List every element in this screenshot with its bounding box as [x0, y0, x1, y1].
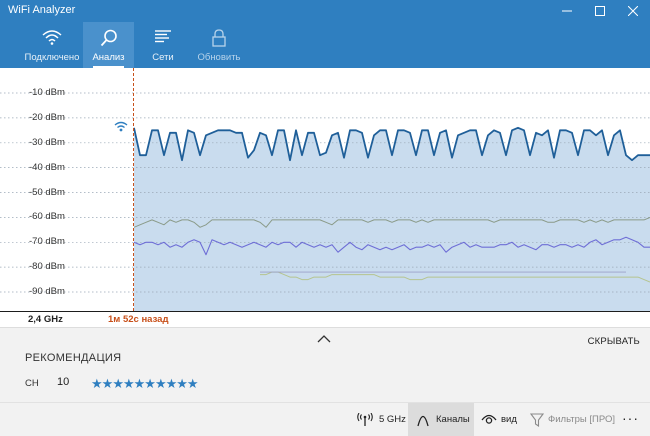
filters-label: Фильтры [ПРО] — [548, 414, 616, 425]
lock-icon — [212, 29, 226, 47]
hide-button[interactable]: СКРЫВАТЬ — [587, 336, 640, 347]
star-icon: ★ — [112, 376, 124, 391]
command-bar: 5 GHz Каналы вид Фильтры [ПРО] ··· — [0, 402, 650, 436]
eye-icon — [481, 414, 497, 424]
y-tick-label: -80 dBm — [29, 261, 65, 273]
more-options-button[interactable]: ··· — [622, 410, 639, 426]
connected-wifi-marker-icon — [114, 121, 128, 132]
nav-label-networks: Сети — [152, 52, 174, 63]
channels-label: Каналы — [436, 414, 470, 425]
band-5ghz-label: 5 GHz — [379, 414, 406, 425]
star-icon: ★ — [154, 376, 167, 391]
star-icon: ★ — [133, 376, 146, 391]
nav-item-analysis[interactable]: Анализ — [83, 22, 134, 68]
y-tick-label: -10 dBm — [29, 87, 65, 98]
wifi-icon — [42, 30, 62, 45]
channel-label: CH — [25, 378, 39, 389]
nav-label-connected: Подключено — [24, 52, 80, 63]
magnifier-icon — [100, 29, 117, 47]
nav-label-update: Обновить — [197, 52, 241, 63]
star-icon: ★ — [176, 376, 188, 391]
signal-chart-svg — [0, 68, 650, 311]
filters-button[interactable]: Фильтры [ПРО] — [527, 403, 615, 436]
star-icon: ★ — [101, 376, 114, 391]
rating-stars: ★★★★★★★★★★ — [91, 375, 199, 391]
maximize-button[interactable] — [584, 0, 617, 22]
channels-icon — [417, 415, 429, 427]
time-ago-label: 1м 52с назад — [108, 314, 169, 325]
band-label: 2,4 GHz — [28, 314, 63, 325]
view-label: вид — [501, 414, 517, 425]
series-line-4 — [260, 271, 650, 283]
filter-icon — [530, 413, 544, 427]
view-button[interactable]: вид — [477, 403, 522, 436]
top-nav: Подключено Анализ Сети Обновить — [0, 22, 650, 68]
close-icon — [628, 6, 638, 16]
series-line-2 — [133, 216, 650, 228]
y-tick-label: -20 dBm — [29, 111, 65, 123]
app-title: WiFi Analyzer — [8, 4, 76, 16]
nav-item-connected[interactable]: Подключено — [22, 22, 82, 68]
recommendation-panel: СКРЫВАТЬ РЕКОМЕНДАЦИЯ CH 10 ★★★★★★★★★★ — [0, 327, 650, 402]
frequency-bar: 2,4 GHz 1м 52с назад — [0, 311, 650, 327]
series-line-3 — [133, 236, 650, 256]
series-line-1 — [133, 126, 650, 162]
band-5ghz-button[interactable]: 5 GHz — [353, 403, 406, 436]
channel-value: 10 — [57, 376, 70, 388]
signal-chart: -10 dBm -20 dBm -30 dBm -40 dBm -50 dBm -60 d… — [0, 68, 650, 311]
minimize-icon — [562, 10, 572, 12]
list-icon — [155, 30, 171, 43]
nav-label-analysis: Анализ — [92, 52, 125, 63]
star-icon: ★ — [91, 376, 103, 391]
star-icon: ★ — [186, 376, 199, 391]
star-icon: ★ — [165, 376, 178, 391]
star-icon: ★ — [122, 376, 135, 391]
recommendation-title: РЕКОМЕНДАЦИЯ — [25, 352, 122, 364]
title-bar: WiFi Analyzer — [0, 0, 650, 22]
y-tick-label: -70 dBm — [29, 236, 65, 248]
y-tick-label: -40 dBm — [29, 161, 65, 173]
y-tick-label: -30 dBm — [29, 136, 65, 148]
maximize-icon — [595, 6, 605, 16]
signal-area-fill — [134, 127, 650, 311]
y-tick-label: -60 dBm — [29, 211, 65, 223]
antenna-icon — [357, 413, 373, 426]
close-button[interactable] — [617, 0, 650, 22]
nav-item-networks[interactable]: Сети — [140, 22, 186, 68]
y-tick-label: -90 dBm — [29, 286, 65, 297]
nav-item-update[interactable]: Обновить — [193, 22, 245, 68]
minimize-button[interactable] — [551, 0, 584, 22]
y-tick-label: -50 dBm — [29, 186, 65, 198]
channels-button[interactable]: Каналы — [408, 403, 474, 436]
star-icon: ★ — [144, 376, 156, 391]
chevron-up-icon[interactable] — [317, 334, 331, 343]
